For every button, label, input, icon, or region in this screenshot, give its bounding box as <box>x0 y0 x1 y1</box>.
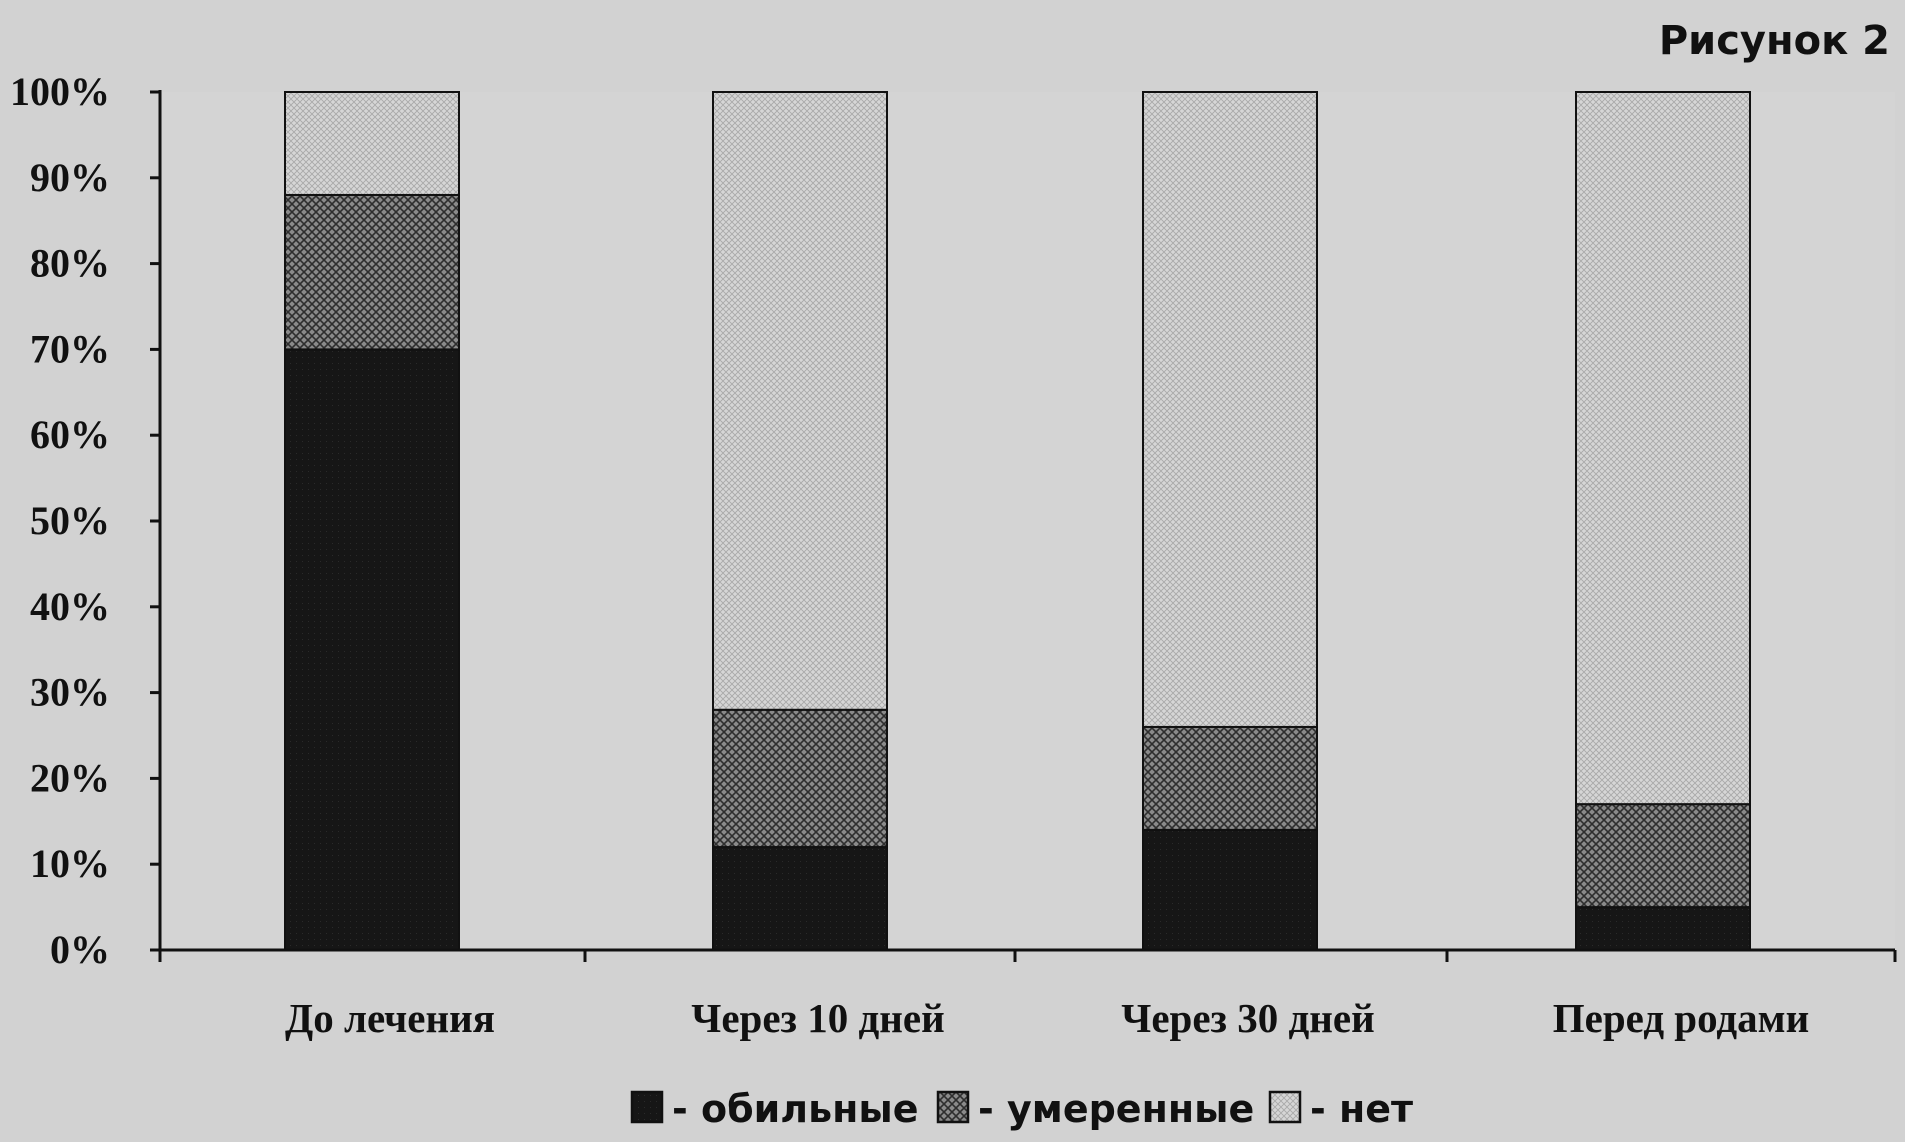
legend-swatch-нет <box>1268 1090 1302 1124</box>
y-tick-label: 20% <box>30 755 110 800</box>
bar-segment-умеренные-3 <box>1142 725 1318 831</box>
bar-segment-умеренные-1 <box>284 193 460 351</box>
y-tick-label: 50% <box>30 498 110 543</box>
y-tick-label: 30% <box>30 670 110 715</box>
bars-layer <box>284 91 1751 952</box>
bar-segment-нет-1 <box>284 91 460 196</box>
bar-segment-нет-3 <box>1142 91 1318 728</box>
y-tick-label: 100% <box>10 69 110 114</box>
category-label: Через 10 дней <box>691 995 944 1041</box>
legend: - обильные - умеренные - нет <box>630 1087 1413 1131</box>
y-tick-label: 10% <box>30 841 110 886</box>
category-label: До лечения <box>285 995 495 1041</box>
category-label: Через 30 дней <box>1121 995 1374 1041</box>
bar-segment-обильные-4 <box>1575 906 1751 951</box>
y-tick-label: 0% <box>50 927 110 972</box>
legend-label-нет: - нет <box>1310 1087 1413 1131</box>
y-tick-label: 90% <box>30 155 110 200</box>
legend-label-умеренные: - умеренные <box>978 1087 1254 1131</box>
labels-layer: 0% 10% 20% 30% 40% 50% 60% 70% 80% 90% 100% До лече… <box>10 69 1809 1041</box>
bar-segment-умеренные-2 <box>712 708 888 849</box>
category-label: Перед родами <box>1553 995 1809 1041</box>
y-tick-label: 60% <box>30 412 110 457</box>
axes-layer <box>150 90 1897 962</box>
legend-swatch-умеренные <box>936 1090 970 1124</box>
y-tick-label: 80% <box>30 241 110 286</box>
bar-segment-нет-4 <box>1575 91 1751 806</box>
legend-swatch-обильные <box>630 1090 664 1124</box>
bar-segment-умеренные-4 <box>1575 803 1751 909</box>
bar-segment-нет-2 <box>712 91 888 711</box>
y-tick-label: 70% <box>30 326 110 371</box>
bar-segment-обильные-2 <box>712 846 888 951</box>
bar-segment-обильные-3 <box>1142 828 1318 952</box>
y-tick-label: 40% <box>30 584 110 629</box>
figure-label: Рисунок 2 <box>1659 18 1890 64</box>
legend-label-обильные: - обильные <box>672 1087 919 1131</box>
bar-segment-обильные-1 <box>284 348 460 951</box>
